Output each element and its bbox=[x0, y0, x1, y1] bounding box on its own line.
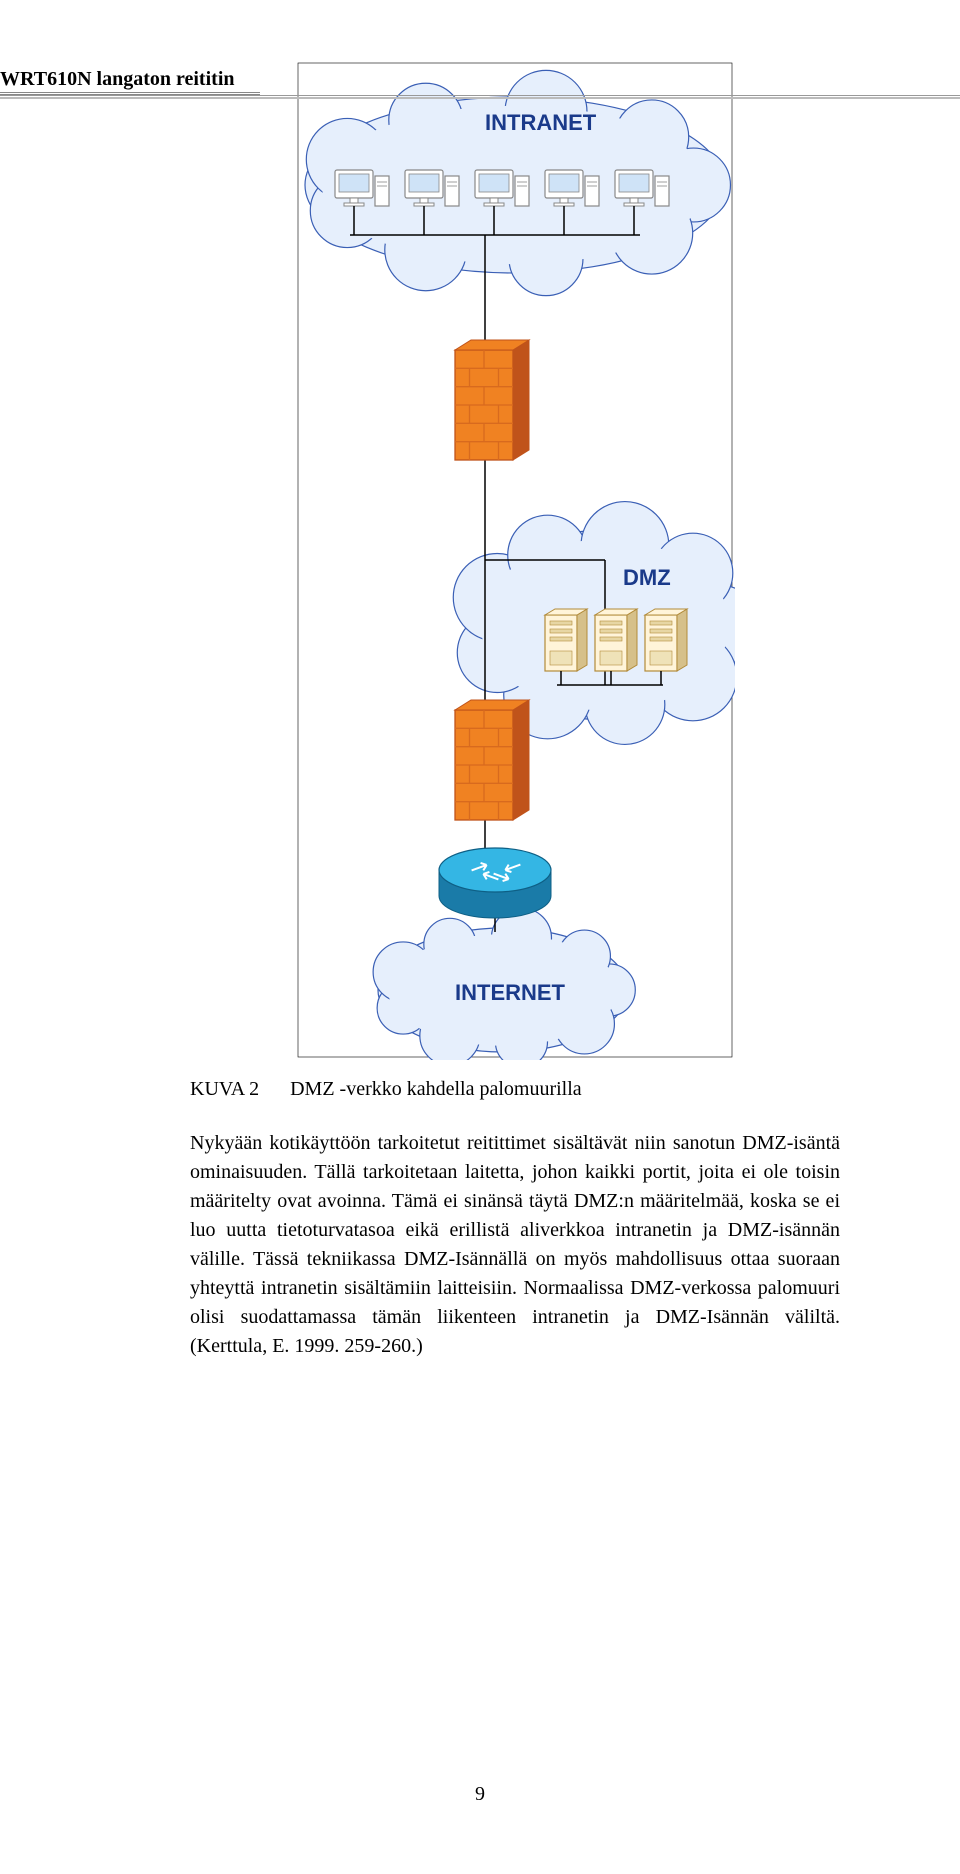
page-number: 9 bbox=[0, 1783, 960, 1806]
running-head-text: WRT610N langaton reititin bbox=[0, 68, 260, 95]
body-paragraph: Nykyään kotikäyttöön tarkoitetut reititt… bbox=[190, 1129, 840, 1361]
svg-text:INTERNET: INTERNET bbox=[455, 980, 566, 1005]
figure-diagram: INTRANET DMZ INTERNET bbox=[190, 60, 840, 1060]
network-diagram-svg: INTRANET DMZ INTERNET bbox=[295, 60, 735, 1060]
svg-text:INTRANET: INTRANET bbox=[485, 110, 597, 135]
svg-text:DMZ: DMZ bbox=[623, 565, 671, 590]
figure-caption-text: DMZ -verkko kahdella palomuurilla bbox=[290, 1078, 582, 1100]
running-head: WRT610N langaton reititin bbox=[0, 68, 960, 99]
figure-caption: KUVA 2 DMZ -verkko kahdella palomuurilla bbox=[190, 1078, 840, 1101]
figure-number: KUVA 2 bbox=[190, 1078, 259, 1101]
